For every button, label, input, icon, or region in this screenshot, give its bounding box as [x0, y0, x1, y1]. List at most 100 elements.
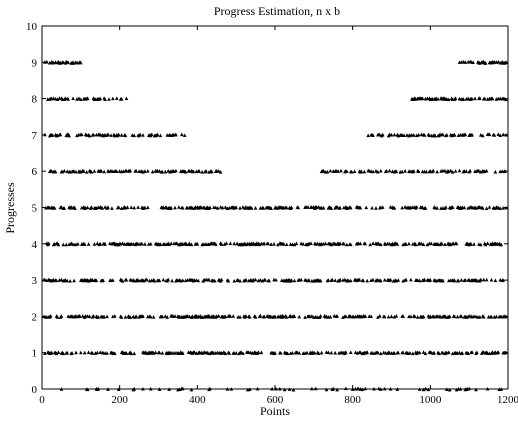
data-point: [428, 277, 433, 282]
data-point: [386, 314, 391, 319]
data-point: [489, 314, 494, 319]
data-point: [420, 96, 425, 101]
data-point: [400, 169, 404, 174]
data-point: [229, 387, 234, 391]
data-point: [413, 314, 417, 319]
data-point: [311, 350, 315, 354]
data-point: [91, 132, 96, 137]
data-point: [359, 169, 364, 174]
data-point: [368, 242, 372, 247]
data-point: [333, 350, 337, 355]
data-point: [299, 277, 304, 282]
data-point: [135, 241, 139, 246]
data-point: [107, 97, 111, 101]
data-point: [109, 133, 113, 137]
data-point: [478, 315, 482, 319]
data-point: [470, 132, 474, 137]
data-point: [414, 205, 419, 209]
data-point: [307, 278, 311, 282]
data-point: [223, 314, 228, 319]
data-point: [297, 351, 302, 355]
data-point: [348, 278, 353, 283]
data-point: [453, 169, 458, 173]
data-point: [503, 169, 507, 173]
data-point: [103, 205, 107, 209]
data-point: [408, 350, 412, 355]
data-point: [109, 168, 113, 173]
data-point: [477, 168, 481, 173]
data-point: [371, 241, 375, 246]
data-point: [262, 241, 267, 246]
data-point: [234, 205, 238, 210]
data-point: [210, 169, 214, 174]
data-point: [134, 314, 138, 318]
data-point: [167, 387, 171, 391]
data-point: [377, 386, 381, 391]
data-point: [128, 168, 133, 173]
data-point: [66, 60, 71, 65]
data-point: [183, 169, 188, 174]
data-point: [344, 314, 348, 319]
data-point: [56, 242, 61, 247]
data-point: [423, 351, 428, 356]
data-point: [72, 61, 76, 65]
data-point: [269, 242, 273, 246]
data-point: [145, 277, 149, 282]
data-point: [234, 351, 238, 355]
data-point: [228, 241, 233, 246]
data-point: [440, 241, 444, 246]
data-point: [496, 205, 501, 210]
data-point: [54, 351, 59, 356]
data-point: [238, 278, 242, 283]
data-point: [54, 278, 59, 283]
data-point: [504, 132, 508, 137]
data-point: [459, 278, 464, 282]
data-point: [261, 206, 266, 210]
data-point: [338, 241, 342, 245]
data-point: [333, 278, 337, 283]
data-point: [445, 133, 449, 137]
data-point: [106, 387, 110, 391]
data-point: [353, 350, 358, 355]
data-point: [431, 168, 436, 173]
data-point: [492, 206, 497, 210]
data-point: [103, 242, 107, 246]
data-point: [459, 314, 464, 319]
data-point: [136, 205, 140, 209]
data-point: [401, 242, 405, 247]
data-point: [336, 169, 340, 173]
y-tick-label: 8: [32, 94, 38, 106]
data-point: [87, 314, 92, 319]
data-point: [124, 96, 129, 101]
data-point: [504, 60, 508, 64]
data-point: [196, 278, 201, 283]
data-point: [146, 205, 150, 210]
data-point: [106, 132, 110, 137]
data-point: [123, 315, 128, 319]
data-point: [79, 60, 83, 65]
data-point: [443, 242, 447, 247]
data-point: [141, 133, 145, 137]
y-tick-label: 2: [32, 311, 38, 323]
data-point: [494, 314, 499, 319]
data-point: [253, 277, 258, 282]
data-point: [338, 277, 342, 282]
data-point: [244, 205, 248, 209]
data-point: [232, 241, 237, 246]
data-point: [180, 386, 185, 391]
data-point: [328, 314, 333, 319]
data-point: [435, 205, 439, 210]
data-point: [448, 168, 453, 173]
data-point: [475, 350, 479, 355]
data-point: [174, 132, 178, 137]
data-point: [113, 314, 117, 318]
data-point: [207, 242, 211, 246]
data-point: [316, 205, 321, 209]
data-point: [483, 61, 488, 65]
data-point: [378, 314, 382, 318]
chart-title: Progress Estimation, n x b: [214, 4, 340, 18]
data-point: [396, 350, 401, 355]
data-point: [415, 315, 420, 319]
data-point: [143, 169, 147, 173]
data-point: [388, 277, 393, 282]
